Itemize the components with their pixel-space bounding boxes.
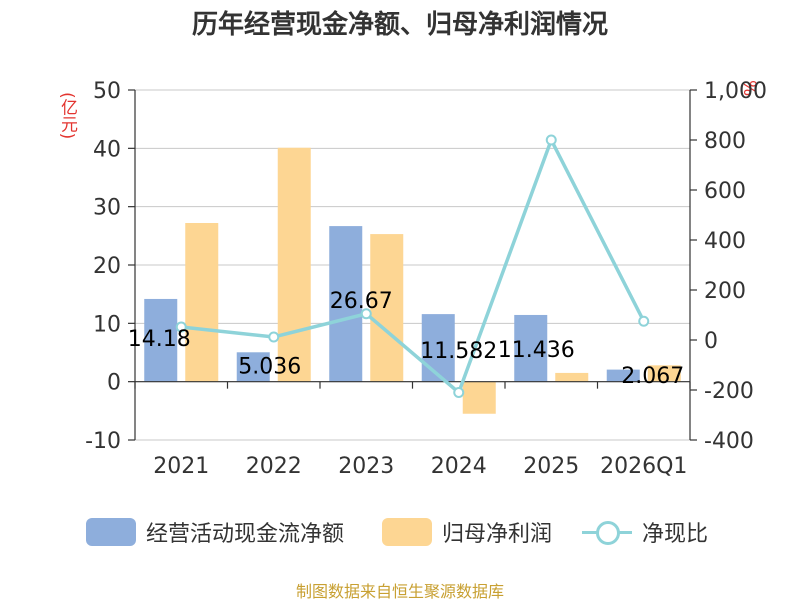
bar-cashflow <box>144 298 178 382</box>
chart-title: 历年经营现金净额、归母净利润情况 <box>191 10 608 40</box>
left-tick-label: 20 <box>93 254 121 279</box>
right-tick-label: 200 <box>704 279 746 304</box>
point-cash-ratio <box>268 331 280 343</box>
left-tick-label: -10 <box>85 429 121 454</box>
data-label-cashflow: 11.582 <box>420 339 497 364</box>
legend-line-marker-icon <box>582 518 632 546</box>
data-label-cashflow: 26.67 <box>330 289 393 314</box>
bar-cashflow <box>606 369 640 382</box>
category-label: 2026Q1 <box>600 454 687 479</box>
bar-net-profit <box>277 147 311 382</box>
right-tick-label: 800 <box>704 129 746 154</box>
data-label-cashflow: 2.067 <box>621 364 684 389</box>
legend-item-cashflow[interactable]: 经营活动现金流净额 <box>86 516 344 548</box>
left-axis-unit: (亿元) <box>57 92 77 140</box>
right-tick-label: -400 <box>704 429 754 454</box>
point-cash-ratio <box>545 134 557 146</box>
bar-net-profit <box>647 365 681 382</box>
legend-item-cash-ratio[interactable]: 净现比 <box>582 516 708 548</box>
point-cash-ratio <box>453 387 465 398</box>
bar-net-profit <box>370 234 404 382</box>
category-label: 2024 <box>431 454 487 479</box>
bar-net-profit <box>462 381 496 414</box>
bar-cashflow <box>329 226 363 382</box>
legend: 经营活动现金流净额 归母净利润 净现比 <box>0 516 800 556</box>
right-tick-label: 600 <box>704 179 746 204</box>
legend-label-cash-ratio: 净现比 <box>642 522 709 547</box>
point-cash-ratio <box>638 315 650 327</box>
bar-net-profit <box>555 372 589 382</box>
bar-cashflow <box>514 314 548 382</box>
left-tick-label: 0 <box>107 371 121 396</box>
bar-cashflow <box>421 314 455 382</box>
data-source-note: 制图数据来自恒生聚源数据库 <box>295 582 504 601</box>
data-label-cashflow: 5.036 <box>238 354 301 379</box>
line-cash-ratio <box>181 135 646 396</box>
category-label: 2022 <box>246 454 302 479</box>
right-tick-label: -200 <box>704 379 754 404</box>
category-label: 2023 <box>338 454 394 479</box>
category-label: 2025 <box>523 454 579 479</box>
left-tick-label: 10 <box>93 312 121 337</box>
legend-swatch-cashflow <box>86 518 136 546</box>
left-tick-label: 40 <box>93 137 121 162</box>
right-tick-label: 400 <box>704 229 746 254</box>
point-cash-ratio <box>360 308 372 320</box>
category-label: 2021 <box>153 454 209 479</box>
legend-item-net-profit[interactable]: 归母净利润 <box>382 516 552 548</box>
right-tick-label: 1,000 <box>704 79 767 104</box>
bar-net-profit <box>185 223 219 382</box>
point-cash-ratio <box>175 321 187 333</box>
left-tick-label: 50 <box>93 79 121 104</box>
bar-cashflow <box>236 352 270 382</box>
legend-label-net-profit: 归母净利润 <box>442 522 553 547</box>
right-tick-label: 0 <box>704 329 718 354</box>
left-tick-label: 30 <box>93 196 121 221</box>
legend-swatch-net-profit <box>382 518 432 546</box>
legend-label-cashflow: 经营活动现金流净额 <box>146 522 345 547</box>
data-label-cashflow: 14.18 <box>128 327 191 352</box>
data-label-cashflow: 11.436 <box>498 338 575 363</box>
